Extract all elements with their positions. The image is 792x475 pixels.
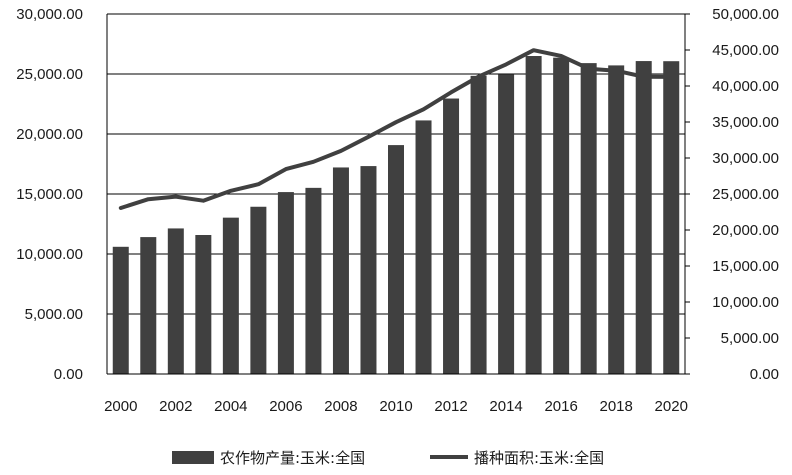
legend-label-line: 播种面积:玉米:全国 — [474, 449, 604, 467]
x-tick-label: 2016 — [544, 398, 577, 415]
right-tick-label: 25,000.00 — [712, 186, 779, 203]
x-tick-label: 2002 — [159, 398, 192, 415]
bar — [112, 246, 129, 374]
bar — [305, 187, 322, 374]
bar — [635, 61, 652, 375]
right-tick-label: 30,000.00 — [712, 150, 779, 167]
x-tick-label: 2004 — [214, 398, 247, 415]
bar — [525, 56, 542, 375]
left-tick-label: 0.00 — [54, 366, 83, 383]
bar — [140, 237, 157, 374]
right-tick-label: 5,000.00 — [721, 330, 779, 347]
right-tick-label: 45,000.00 — [712, 42, 779, 59]
bar — [608, 65, 625, 375]
x-tick-label: 2006 — [269, 398, 302, 415]
bar — [222, 217, 239, 374]
bar — [167, 228, 184, 374]
bar — [498, 74, 515, 375]
legend-label-bar: 农作物产量:玉米:全国 — [220, 449, 365, 467]
x-tick-label: 2000 — [104, 398, 137, 415]
right-axis-ticks: 0.00 5,000.00 10,000.00 15,000.00 20,000.00 2… — [712, 6, 779, 383]
right-tick-label: 35,000.00 — [712, 114, 779, 131]
bar — [360, 166, 377, 374]
legend-swatch-bar — [172, 451, 214, 464]
x-tick-label: 2012 — [434, 398, 467, 415]
left-tick-label: 30,000.00 — [16, 6, 83, 23]
left-tick-label: 10,000.00 — [16, 246, 83, 263]
bar — [250, 206, 267, 374]
bar — [195, 235, 212, 374]
x-tick-label: 2010 — [379, 398, 412, 415]
right-tick-label: 40,000.00 — [712, 78, 779, 95]
left-tick-label: 15,000.00 — [16, 186, 83, 203]
left-tick-label: 20,000.00 — [16, 126, 83, 143]
left-axis-ticks: 0.00 5,000.00 10,000.00 15,000.00 20,000.00 2… — [16, 6, 83, 383]
bar — [553, 57, 570, 374]
right-tick-label: 10,000.00 — [712, 294, 779, 311]
bar-series-corn-output — [112, 56, 680, 375]
bar — [388, 145, 404, 374]
x-tick-label: 2020 — [655, 398, 688, 415]
x-tick-label: 2008 — [324, 398, 357, 415]
left-tick-label: 5,000.00 — [25, 306, 83, 323]
legend: 农作物产量:玉米:全国 播种面积:玉米:全国 — [172, 449, 604, 467]
right-tick-label: 0.00 — [750, 366, 779, 383]
bar — [415, 120, 432, 374]
series-line — [118, 48, 674, 210]
bar — [470, 75, 487, 375]
x-axis-ticks: 2000 2002 2004 2006 2008 2010 2012 2014 2016 2018… — [104, 398, 688, 415]
left-tick-label: 25,000.00 — [16, 66, 83, 83]
bar — [663, 61, 680, 375]
bar — [277, 192, 294, 374]
bar — [443, 98, 460, 374]
x-tick-label: 2018 — [600, 398, 633, 415]
x-tick-label: 2014 — [489, 398, 522, 415]
right-tick-label: 50,000.00 — [712, 6, 779, 23]
bar — [580, 63, 597, 375]
right-tick-label: 15,000.00 — [712, 258, 779, 275]
bar — [332, 167, 349, 374]
right-tick-label: 20,000.00 — [712, 222, 779, 239]
line-series-corn-area — [118, 48, 674, 210]
axes — [106, 13, 690, 375]
